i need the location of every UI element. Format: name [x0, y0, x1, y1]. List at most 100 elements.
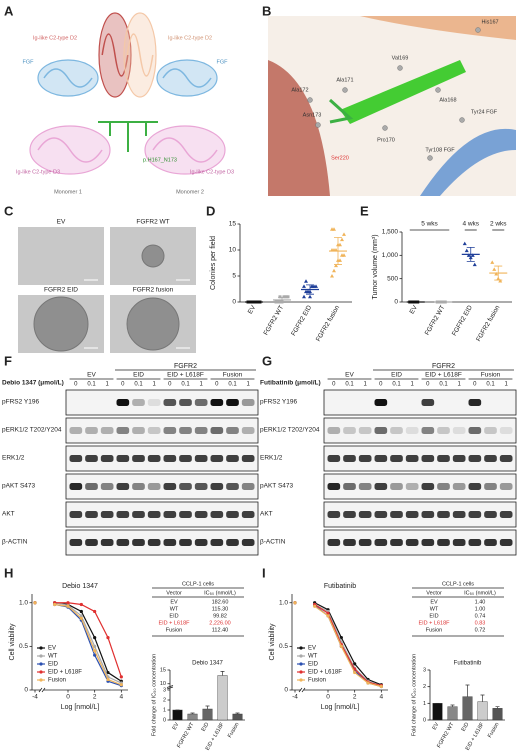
atom — [397, 65, 403, 71]
axis-break — [298, 687, 306, 693]
bar — [172, 709, 183, 721]
group-label: Fusion — [481, 372, 501, 379]
y-tick-label: 2 — [163, 697, 166, 703]
y-tick-label: 0 — [423, 717, 426, 723]
table-cell: Fusion — [166, 627, 183, 633]
legend-label: EID + L618F — [308, 670, 342, 676]
header: FGFR2 — [174, 363, 197, 370]
error-bar — [466, 247, 475, 262]
band — [69, 511, 83, 518]
legend-marker — [39, 662, 43, 666]
band — [437, 483, 450, 490]
ribbon — [268, 60, 330, 196]
table-cell: 112.40 — [212, 627, 228, 633]
x-tick-label: FGFR2 EID — [451, 304, 474, 337]
legend-label: EV — [308, 646, 316, 652]
error-bar — [306, 284, 314, 295]
row-label: AKT — [260, 511, 273, 518]
data-point — [293, 601, 297, 605]
table-cell: 182.60 — [212, 599, 229, 605]
y-tick-label: 15 — [160, 667, 166, 673]
data-point — [308, 294, 312, 299]
band — [327, 427, 341, 434]
data-point — [353, 670, 357, 675]
blot-membrane — [65, 529, 259, 556]
dose-curve — [54, 603, 122, 686]
data-point — [340, 237, 344, 242]
x-tick-label: FGFR2 fusion — [475, 304, 501, 343]
data-point — [490, 260, 495, 264]
band — [179, 483, 192, 490]
data-point — [353, 662, 357, 666]
band — [179, 455, 192, 462]
data-point — [339, 644, 343, 648]
band — [69, 539, 83, 546]
axis-break — [166, 685, 174, 690]
band — [421, 455, 435, 462]
dose-label: 0 — [379, 382, 383, 388]
ribbon — [43, 68, 93, 88]
row-label: ERK1/2 — [2, 455, 25, 462]
data-point — [302, 284, 306, 288]
band — [132, 483, 145, 490]
legend-marker — [299, 662, 303, 666]
blot-membrane — [65, 417, 259, 444]
band — [210, 483, 224, 490]
band — [85, 539, 98, 546]
x-tick-label: 2 — [353, 694, 357, 701]
dose-label: 0.1 — [345, 382, 354, 388]
data-point — [472, 262, 477, 267]
colony — [126, 297, 180, 351]
dose-label: 0 — [332, 382, 336, 388]
band — [374, 511, 388, 518]
band — [468, 399, 482, 406]
blot-membrane — [323, 501, 517, 528]
band — [85, 511, 98, 518]
band — [484, 539, 497, 546]
band — [147, 483, 161, 490]
ribbon — [360, 16, 516, 40]
group-label: EID + L618F — [167, 372, 204, 379]
band — [343, 483, 356, 490]
atom — [427, 155, 433, 161]
y-tick-label: 1.0 — [279, 599, 288, 606]
band — [452, 511, 466, 518]
y-tick-label: 0 — [232, 299, 236, 306]
table-cell: 0.74 — [475, 613, 486, 619]
legend-marker — [39, 670, 43, 674]
atom — [307, 97, 313, 103]
band — [374, 483, 388, 490]
ribbon — [126, 33, 154, 77]
band — [374, 455, 388, 462]
x-tick-label: -4 — [292, 694, 298, 701]
chart-title: Debio 1347 — [192, 661, 223, 667]
annotation: Ser220 — [331, 155, 349, 161]
data-point — [66, 601, 70, 605]
table-cell: 0.83 — [475, 620, 486, 626]
bar — [187, 713, 198, 721]
annotation: Ala171 — [336, 77, 353, 83]
band — [210, 539, 224, 546]
error-bar — [450, 704, 455, 707]
data-point — [314, 284, 318, 288]
band — [390, 511, 403, 518]
legend-label: Fusion — [48, 678, 66, 684]
data-point — [284, 295, 288, 299]
blot-membrane — [65, 501, 259, 528]
y-tick-label: 1 — [423, 701, 426, 707]
band — [405, 455, 419, 462]
dose-curve — [54, 602, 122, 682]
band — [390, 427, 403, 434]
column-header: Vector — [426, 590, 442, 596]
atom — [435, 87, 441, 93]
dose-label: 0.1 — [134, 382, 143, 388]
band — [390, 539, 403, 546]
band — [163, 455, 177, 462]
band — [405, 427, 419, 434]
panel-label: G — [262, 353, 272, 368]
dose-label: 0.1 — [392, 382, 401, 388]
table-cell: Fusion — [426, 627, 443, 633]
panel-label: H — [4, 565, 13, 580]
data-point — [286, 295, 290, 299]
annotation: Pro170 — [377, 137, 395, 143]
